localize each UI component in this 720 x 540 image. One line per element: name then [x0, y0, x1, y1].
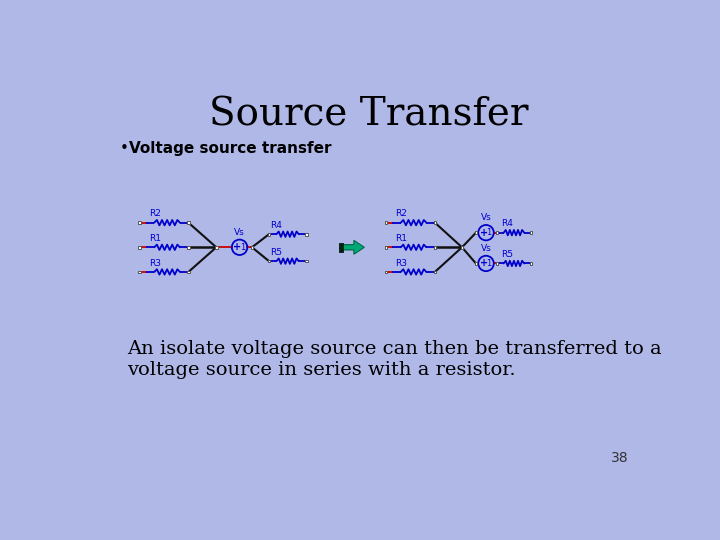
Text: voltage source in series with a resistor.: voltage source in series with a resistor…	[127, 361, 516, 379]
Bar	[433, 271, 436, 273]
Text: 1: 1	[240, 243, 245, 252]
Bar	[384, 221, 387, 224]
Text: R2: R2	[149, 210, 161, 219]
Bar	[495, 262, 498, 265]
Text: 1: 1	[486, 228, 491, 237]
Bar	[215, 246, 217, 248]
Text: Vs: Vs	[234, 227, 245, 237]
Bar	[461, 246, 464, 248]
Bar	[495, 231, 498, 234]
Bar	[187, 221, 190, 224]
Bar	[305, 260, 307, 262]
Text: R5: R5	[271, 248, 282, 257]
Text: R3: R3	[395, 259, 408, 268]
Bar	[433, 246, 436, 248]
Bar	[138, 246, 141, 248]
Bar	[474, 262, 477, 265]
Bar	[384, 271, 387, 273]
Bar	[251, 246, 253, 248]
Bar	[138, 271, 141, 273]
Text: +: +	[480, 228, 487, 238]
Text: R3: R3	[149, 259, 161, 268]
Text: R1: R1	[395, 234, 408, 243]
Text: 38: 38	[611, 451, 629, 465]
Text: R4: R4	[271, 221, 282, 230]
Bar	[305, 233, 307, 235]
Bar	[433, 221, 436, 224]
Text: An isolate voltage source can then be transferred to a: An isolate voltage source can then be tr…	[127, 340, 662, 359]
Bar	[187, 246, 190, 248]
Text: Voltage source transfer: Voltage source transfer	[129, 141, 331, 156]
Text: R5: R5	[500, 249, 513, 259]
Bar	[474, 231, 477, 234]
Bar	[530, 231, 532, 234]
Text: •: •	[120, 141, 128, 156]
Text: +: +	[480, 259, 487, 268]
Bar	[268, 233, 271, 235]
Text: 1: 1	[486, 259, 491, 268]
Bar	[384, 246, 387, 248]
Bar	[530, 262, 532, 265]
Bar	[187, 271, 190, 273]
Text: R1: R1	[149, 234, 161, 243]
Polygon shape	[341, 240, 364, 254]
Text: Vs: Vs	[481, 244, 492, 253]
Text: +: +	[233, 242, 241, 252]
Text: Source Transfer: Source Transfer	[210, 96, 528, 133]
Bar	[268, 260, 271, 262]
Text: R4: R4	[500, 219, 513, 228]
Bar	[138, 221, 141, 224]
Text: Vs: Vs	[481, 213, 492, 222]
Text: R2: R2	[395, 210, 408, 219]
